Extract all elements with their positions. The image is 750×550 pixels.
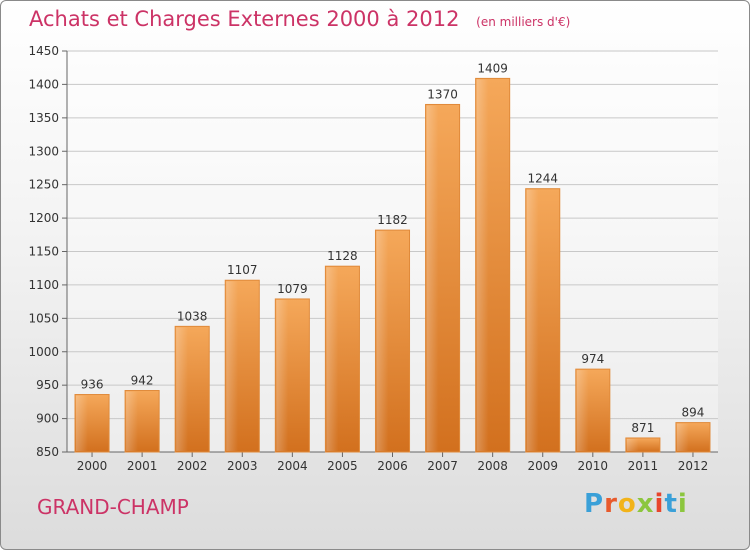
bar-value-label: 1107 [227, 263, 258, 277]
commune-name: GRAND-CHAMP [37, 495, 189, 519]
x-tick-label: 2004 [277, 459, 308, 473]
bar-highlight [326, 267, 339, 451]
y-tick-label: 900 [36, 412, 59, 426]
x-tick-label: 2002 [177, 459, 208, 473]
logo-letter: P [584, 489, 605, 519]
bar-value-label: 1244 [527, 172, 558, 186]
y-tick-label: 1000 [28, 345, 59, 359]
bar-highlight [426, 105, 439, 451]
title-text: Achats et Charges Externes 2000 à 2012 [29, 7, 460, 31]
x-tick-label: 2006 [377, 459, 408, 473]
y-tick-label: 1400 [28, 77, 59, 91]
logo-letter: t [664, 489, 678, 519]
y-tick-label: 850 [36, 445, 59, 459]
y-tick-label: 1350 [28, 111, 59, 125]
bar-value-label: 894 [682, 406, 705, 420]
proxiti-logo: Proxiti [584, 489, 688, 519]
x-tick-label: 2007 [427, 459, 458, 473]
x-tick-label: 2003 [227, 459, 258, 473]
bar-highlight [476, 79, 489, 451]
y-tick-label: 1250 [28, 178, 59, 192]
bar-highlight [126, 391, 139, 451]
logo-letter: i [677, 489, 688, 519]
bar-highlight [226, 281, 239, 451]
x-tick-label: 2012 [678, 459, 709, 473]
logo-letter: r [604, 489, 618, 519]
bar-value-label: 871 [631, 421, 654, 435]
bar-value-label: 1128 [327, 249, 358, 263]
bar-highlight [76, 395, 88, 451]
bar-highlight [376, 231, 389, 451]
bar-value-label: 1182 [377, 213, 408, 227]
x-tick-label: 2011 [628, 459, 659, 473]
x-tick-label: 2010 [578, 459, 609, 473]
bar-value-label: 942 [131, 374, 154, 388]
axes: 850 900 950 1000 1050 1100 1150 1200 1250 1300 135… [28, 44, 718, 473]
bar-highlight [626, 438, 639, 451]
bar-highlight [676, 423, 689, 451]
x-tick-label: 2009 [527, 459, 558, 473]
bar-value-label: 1038 [177, 309, 208, 323]
bars [74, 77, 711, 453]
data-labels: 936 942 1038 1107 1079 1128 1182 1370 1409 1244 97… [81, 61, 705, 435]
y-tick-label: 1200 [28, 211, 59, 225]
logo-letter: i [654, 489, 665, 519]
bar-value-label: 1409 [477, 61, 508, 75]
logo-letter: o [617, 489, 637, 519]
bar-value-label: 1370 [427, 87, 458, 101]
logo-letter: x [636, 489, 655, 519]
y-tick-label: 1050 [28, 311, 59, 325]
y-tick-label: 1300 [28, 144, 59, 158]
x-tick-label: 2005 [327, 459, 358, 473]
chart-title: Achats et Charges Externes 2000 à 2012 (… [29, 7, 570, 31]
bar-value-label: 1079 [277, 282, 308, 296]
bar-highlight [176, 327, 189, 451]
x-tick-label: 2008 [477, 459, 508, 473]
y-tick-label: 1450 [28, 44, 59, 58]
bar-highlight [576, 370, 589, 451]
bar-value-label: 974 [581, 352, 604, 366]
chart-subtitle: (en milliers d'€) [476, 15, 571, 29]
bar-highlight [526, 189, 539, 451]
bar-value-label: 936 [81, 378, 104, 392]
x-tick-label: 2001 [127, 459, 158, 473]
bar-highlight [276, 299, 289, 451]
y-tick-label: 1100 [28, 278, 59, 292]
y-tick-label: 1150 [28, 245, 59, 259]
x-tick-label: 2000 [77, 459, 108, 473]
y-tick-label: 950 [36, 378, 59, 392]
